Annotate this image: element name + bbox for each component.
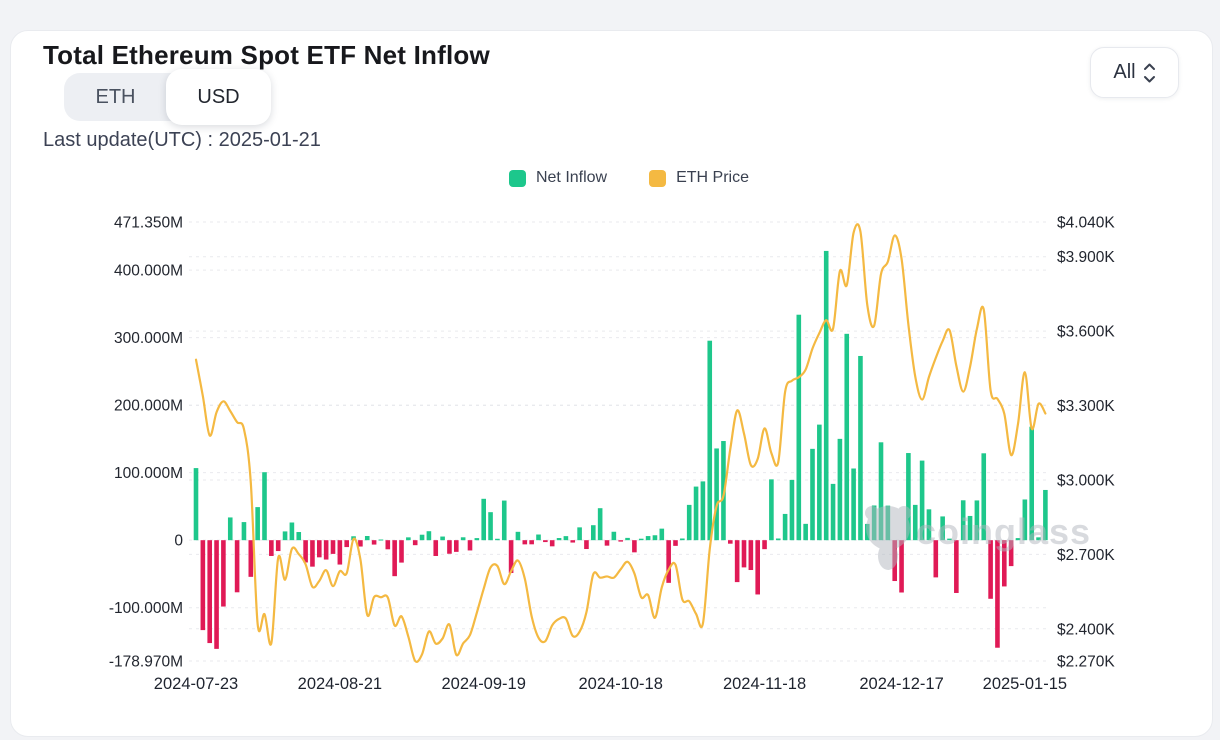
net-inflow-swatch-icon [508,169,526,187]
range-select[interactable]: All [1090,47,1179,98]
legend-label: ETH Price [676,169,750,186]
toggle-eth-button[interactable]: ETH [64,73,167,121]
chart-legend: Net Inflow ETH Price [201,169,1057,187]
currency-toggle: ETH USD [64,69,271,125]
legend-item-net-inflow[interactable]: Net Inflow [508,169,608,187]
eth-price-swatch-icon [649,169,667,187]
range-select-value: All [1113,61,1136,83]
legend-label: Net Inflow [535,169,608,186]
toggle-usd-button[interactable]: USD [166,69,271,125]
chart-card: Total Ethereum Spot ETF Net Inflow ETH U… [10,30,1213,737]
legend-item-eth-price[interactable]: ETH Price [649,169,749,187]
last-update-text: Last update(UTC) : 2025-01-21 [43,129,321,151]
page-title: Total Ethereum Spot ETF Net Inflow [43,40,490,71]
updown-chevron-icon [1143,63,1155,82]
